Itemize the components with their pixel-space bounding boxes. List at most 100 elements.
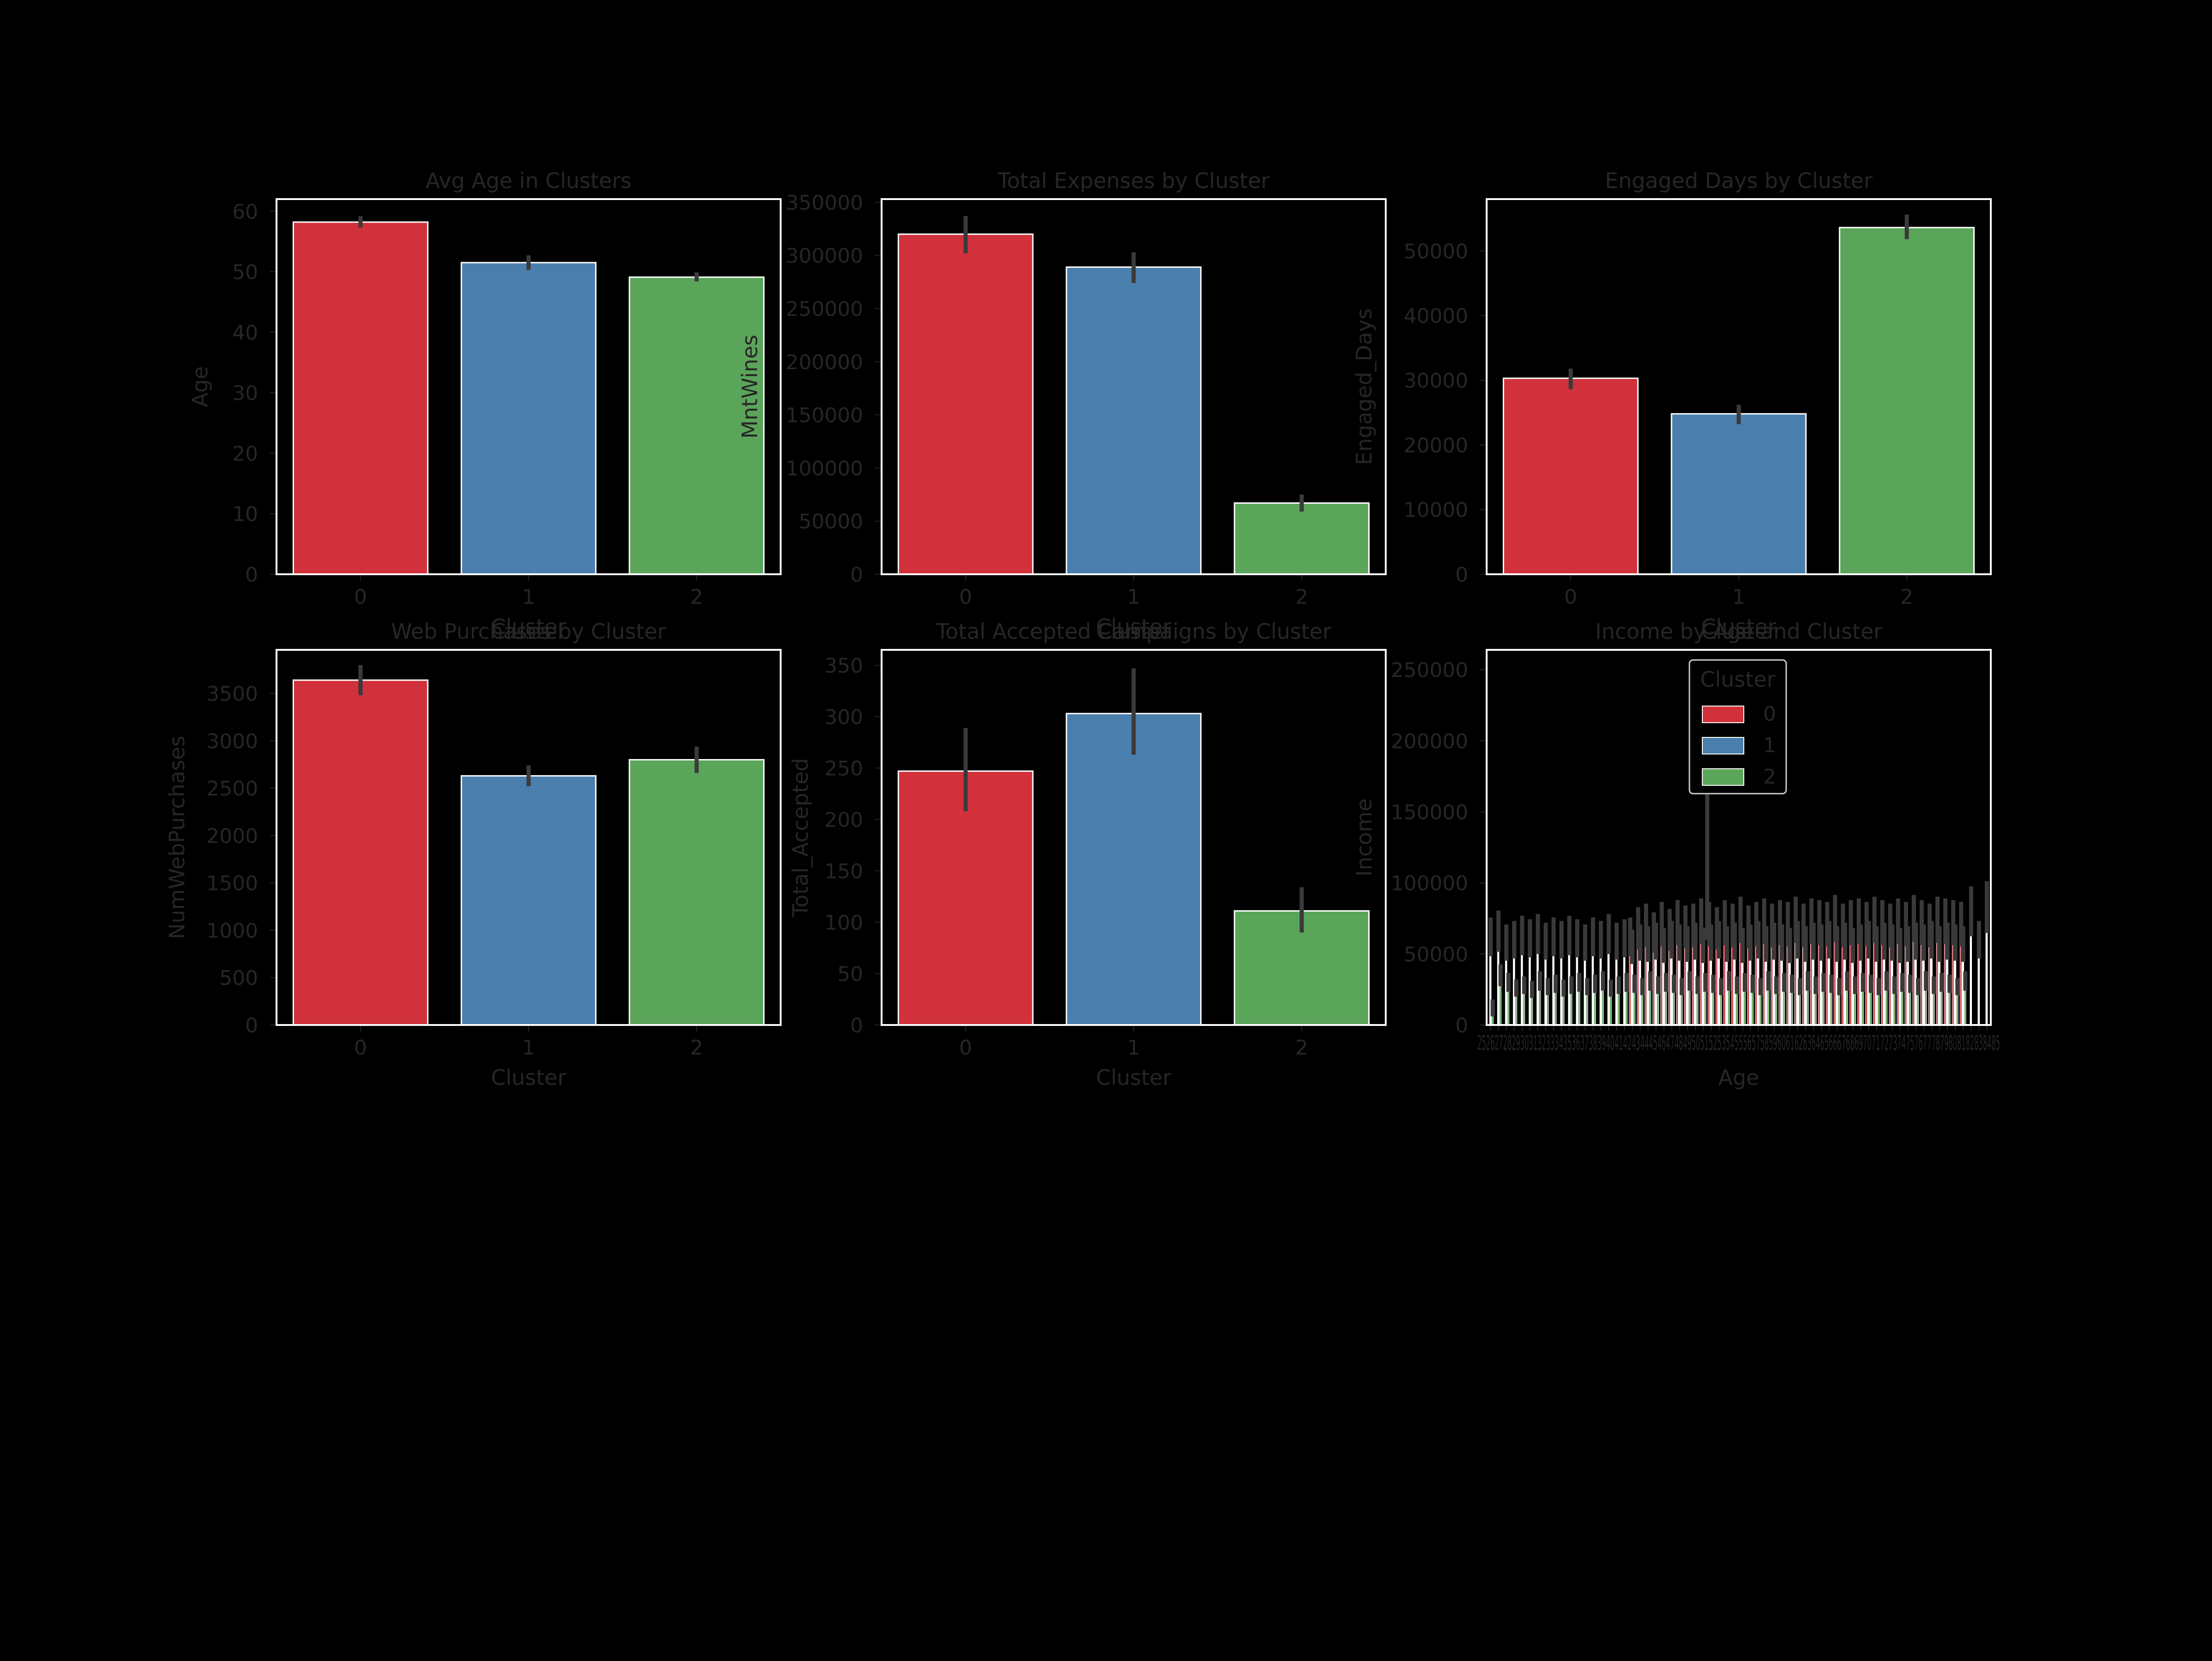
chart-title: Total Expenses by Cluster (997, 168, 1270, 193)
chart-title: Income by Age and Cluster (1595, 619, 1883, 644)
axes-frame (881, 649, 1387, 1026)
axes-frame (1486, 198, 1992, 575)
x-axis-label: Cluster (491, 614, 566, 639)
x-tick-label: 2 (1295, 1036, 1308, 1060)
y-axis-label: Age (188, 366, 212, 407)
y-tick-label: 200000 (786, 351, 863, 374)
chart-title: Avg Age in Clusters (425, 168, 631, 193)
axes-frame (1486, 649, 1992, 1026)
y-tick-label: 30000 (1404, 369, 1468, 393)
legend-box (1688, 659, 1787, 795)
y-tick-label: 150 (824, 860, 863, 883)
bar-cluster-1 (1671, 413, 1807, 575)
y-tick-label: 250000 (1391, 659, 1468, 682)
y-axis-label: Engaged_Days (1352, 308, 1377, 465)
x-tick-label: 0 (959, 1036, 972, 1060)
y-tick-label: 100000 (1391, 872, 1468, 895)
y-tick-label: 100 (824, 911, 863, 935)
x-tick-label: 2 (1295, 585, 1308, 609)
x-tick-label: 0 (959, 585, 972, 609)
x-axis-label: Cluster (1701, 614, 1776, 639)
y-tick-label: 20 (232, 442, 258, 465)
y-tick-label: 250000 (786, 298, 863, 321)
bar-cluster-1 (1065, 266, 1202, 575)
y-tick-label: 300000 (786, 244, 863, 268)
x-tick-label: 2 (690, 585, 703, 609)
y-tick-label: 300 (824, 706, 863, 729)
y-tick-label: 40000 (1404, 305, 1468, 328)
y-tick-label: 0 (850, 1014, 863, 1037)
y-tick-label: 1500 (206, 872, 258, 895)
axes-frame (276, 649, 782, 1026)
x-tick-label: 1 (522, 1036, 535, 1060)
bar-cluster-2 (1839, 227, 1975, 575)
bar-cluster-0 (1502, 377, 1639, 575)
bar-cluster-1 (1065, 713, 1202, 1026)
axes-frame (276, 198, 782, 575)
legend-label: 1 (1763, 734, 1776, 757)
chart-title: Total Accepted Campaigns by Cluster (935, 619, 1331, 644)
overlay-title: Cluster (491, 619, 566, 644)
y-tick-label: 0 (850, 563, 863, 587)
x-tick-labels: 2526272829303132333435363738394041424344… (1477, 1031, 2000, 1055)
bar-cluster-0 (897, 770, 1034, 1026)
x-tick-label: 2 (1900, 585, 1913, 609)
y-tick-label: 10000 (1404, 499, 1468, 522)
y-tick-label: 200000 (1391, 730, 1468, 753)
y-tick-label: 60 (232, 200, 258, 224)
bar-cluster-2 (629, 276, 765, 575)
y-tick-label: 2500 (206, 777, 258, 801)
y-axis-label: MntWines (737, 335, 762, 439)
y-tick-label: 0 (1455, 563, 1468, 587)
y-tick-label: 250 (824, 757, 863, 780)
y-tick-label: 350000 (786, 191, 863, 215)
bar-cluster-1 (460, 775, 597, 1026)
x-tick-label: 1 (1732, 585, 1745, 609)
y-tick-label: 500 (219, 966, 258, 990)
y-tick-label: 40 (232, 321, 258, 345)
x-tick-label: 0 (1564, 585, 1577, 609)
legend-label: 2 (1763, 765, 1776, 789)
x-axis-label: Cluster (1096, 614, 1171, 639)
legend-swatch-cluster-2 (1702, 768, 1744, 786)
x-tick-label: 1 (1127, 1036, 1140, 1060)
legend-swatch-cluster-1 (1702, 737, 1744, 754)
legend-title: Cluster (1700, 667, 1775, 692)
y-tick-label: 100000 (786, 457, 863, 480)
y-tick-label: 200 (824, 808, 863, 832)
x-axis-label: Cluster (491, 1065, 566, 1090)
y-tick-label: 20000 (1404, 434, 1468, 457)
y-tick-label: 3500 (206, 683, 258, 706)
x-axis-label: Age (1718, 1065, 1759, 1090)
overlay-title: Cluster (1701, 619, 1776, 644)
x-tick-label: 0 (354, 1036, 367, 1060)
y-tick-label: 1000 (206, 919, 258, 942)
y-tick-label: 50 (837, 962, 863, 986)
y-tick-label: 10 (232, 503, 258, 526)
chart-title: Web Purchases by Cluster (391, 619, 666, 644)
y-tick-label: 30 (232, 382, 258, 405)
x-tick-label: 1 (522, 585, 535, 609)
x-tick-label: 1 (1127, 585, 1140, 609)
y-tick-label: 150000 (1391, 801, 1468, 825)
y-tick-label: 2000 (206, 825, 258, 848)
legend-label: 0 (1763, 702, 1776, 726)
y-tick-label: 0 (245, 1014, 258, 1037)
y-tick-label: 0 (1455, 1014, 1468, 1037)
bar-cluster-0 (292, 221, 429, 575)
axes-frame (881, 198, 1387, 575)
y-tick-label: 3000 (206, 730, 258, 753)
y-axis-label: Income (1352, 798, 1377, 876)
x-tick-label: 2 (690, 1036, 703, 1060)
bar-cluster-0 (897, 233, 1034, 575)
bar-cluster-2 (629, 759, 765, 1026)
chart-title: Engaged Days by Cluster (1605, 168, 1873, 193)
bar-cluster-2 (1234, 502, 1370, 575)
y-tick-label: 50 (232, 261, 258, 284)
x-tick-label: 0 (354, 585, 367, 609)
y-tick-label: 0 (245, 563, 258, 587)
overlay-title: Cluster (1096, 619, 1171, 644)
legend-swatch-cluster-0 (1702, 706, 1744, 723)
